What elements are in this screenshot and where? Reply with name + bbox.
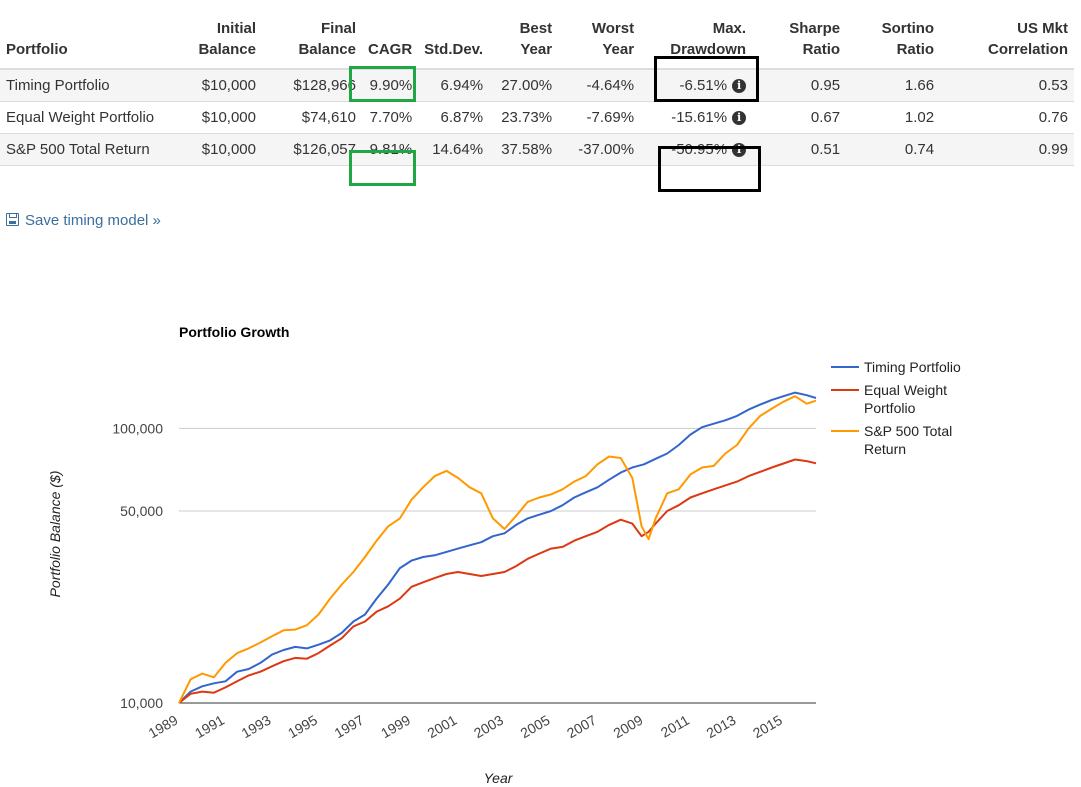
drawdown-value: -6.51% — [679, 77, 728, 94]
cell-final-balance: $74,610 — [262, 101, 362, 134]
x-tick-label: 1991 — [192, 712, 227, 742]
cell-worst-year: -7.69% — [558, 101, 641, 134]
table-header-row: Portfolio Initial Balance Final Balance … — [0, 14, 1074, 70]
x-tick-label: 2005 — [517, 712, 552, 742]
x-tick-label: 1997 — [332, 712, 367, 742]
cell-sortino-ratio: 1.02 — [846, 101, 941, 134]
chart-title: Portfolio Growth — [179, 324, 289, 340]
x-tick-label: 1995 — [285, 712, 320, 742]
y-axis-label: Portfolio Balance ($) — [47, 471, 63, 598]
header-sharpe-ratio[interactable]: Sharpe Ratio — [752, 14, 847, 70]
x-tick-label: 2007 — [564, 712, 599, 742]
header-worst-year[interactable]: Worst Year — [558, 14, 641, 70]
legend-item[interactable]: S&P 500 Total Return — [831, 423, 952, 457]
header-stddev[interactable]: Std.Dev. — [418, 14, 490, 70]
series-line — [178, 458, 817, 704]
header-max-drawdown[interactable]: Max. Drawdown — [640, 14, 753, 70]
info-icon[interactable]: i — [732, 79, 747, 93]
cell-initial-balance: $10,000 — [162, 133, 262, 166]
x-tick-label: 2015 — [750, 712, 785, 742]
header-us-mkt-correlation[interactable]: US Mkt Correlation — [940, 14, 1074, 70]
cell-max-drawdown: -15.61% i — [640, 101, 753, 134]
cell-max-drawdown: -50.95% i — [640, 133, 753, 166]
cell-best-year: 37.58% — [489, 133, 559, 166]
legend-label: S&P 500 Total Return — [864, 423, 952, 457]
x-tick-labels: 1989 1991 1993 1995 1997 1999 2001 2003 2005 2007… — [146, 712, 786, 742]
y-tick-label: 10,000 — [120, 695, 163, 711]
save-link-label: Save timing model » — [25, 212, 161, 229]
header-final-balance[interactable]: Final Balance — [262, 14, 362, 70]
x-tick-label: 2009 — [610, 712, 645, 742]
y-tick-labels: 10,000 50,000 100,000 — [112, 420, 163, 711]
grid-layer — [179, 427, 816, 704]
cell-sortino-ratio: 0.74 — [846, 133, 941, 166]
cell-sharpe-ratio: 0.95 — [752, 68, 847, 102]
series-layer — [178, 391, 817, 704]
header-cagr[interactable]: CAGR — [362, 14, 419, 70]
cell-max-drawdown: -6.51% i — [640, 68, 753, 102]
cell-initial-balance: $10,000 — [162, 68, 262, 102]
x-tick-label: 1993 — [239, 712, 274, 742]
portfolio-growth-chart: Portfolio Growth 10,000 50,000 100,000 198… — [47, 324, 961, 786]
chart-legend: Timing Portfolio Equal Weight Portfolio S&P… — [831, 359, 961, 457]
cell-worst-year: -4.64% — [558, 68, 641, 102]
drawdown-value: -15.61% — [671, 109, 728, 126]
legend-label: Equal Weight Portfolio — [864, 382, 947, 416]
cell-initial-balance: $10,000 — [162, 101, 262, 134]
series-line — [178, 391, 817, 704]
x-tick-label: 2003 — [471, 712, 506, 742]
cell-portfolio: S&P 500 Total Return — [0, 133, 162, 166]
cell-final-balance: $128,966 — [262, 68, 362, 102]
disk-icon — [6, 213, 19, 226]
header-sortino-ratio[interactable]: Sortino Ratio — [846, 14, 941, 70]
cell-stddev: 6.87% — [418, 101, 490, 134]
cell-us-mkt-correlation: 0.53 — [940, 68, 1074, 102]
cell-cagr: 9.81% — [362, 133, 419, 166]
cell-best-year: 27.00% — [489, 68, 559, 102]
cell-sharpe-ratio: 0.67 — [752, 101, 847, 134]
cell-final-balance: $126,057 — [262, 133, 362, 166]
cell-cagr: 7.70% — [362, 101, 419, 134]
x-axis-label: Year — [484, 770, 514, 786]
table-row: Equal Weight Portfolio $10,000 $74,610 7… — [0, 101, 1074, 134]
cell-stddev: 6.94% — [418, 68, 490, 102]
cell-us-mkt-correlation: 0.76 — [940, 101, 1074, 134]
cell-us-mkt-correlation: 0.99 — [940, 133, 1074, 166]
y-tick-label: 50,000 — [120, 503, 163, 519]
save-timing-model-link[interactable]: Save timing model » — [6, 212, 161, 229]
x-tick-label: 2001 — [424, 712, 459, 742]
y-tick-label: 100,000 — [112, 420, 163, 436]
legend-label: Timing Portfolio — [864, 359, 961, 375]
table-row: S&P 500 Total Return $10,000 $126,057 9.… — [0, 133, 1074, 166]
header-best-year[interactable]: Best Year — [489, 14, 559, 70]
legend-item[interactable]: Equal Weight Portfolio — [831, 382, 947, 416]
cell-best-year: 23.73% — [489, 101, 559, 134]
x-tick-label: 1989 — [146, 712, 181, 742]
drawdown-value: -50.95% — [671, 141, 728, 158]
x-tick-label: 2013 — [703, 712, 738, 742]
cell-stddev: 14.64% — [418, 133, 490, 166]
header-portfolio[interactable]: Portfolio — [0, 14, 162, 70]
header-initial-balance[interactable]: Initial Balance — [162, 14, 262, 70]
cell-sharpe-ratio: 0.51 — [752, 133, 847, 166]
x-tick-label: 1999 — [378, 712, 413, 742]
cell-portfolio: Equal Weight Portfolio — [0, 101, 162, 134]
cell-sortino-ratio: 1.66 — [846, 68, 941, 102]
info-icon[interactable]: i — [732, 111, 747, 125]
x-tick-label: 2011 — [658, 712, 692, 741]
info-icon[interactable]: i — [732, 143, 747, 157]
series-line — [178, 395, 817, 704]
performance-table: Portfolio Initial Balance Final Balance … — [0, 14, 1074, 166]
cell-worst-year: -37.00% — [558, 133, 641, 166]
table-row: Timing Portfolio $10,000 $128,966 9.90% … — [0, 68, 1074, 102]
legend-item[interactable]: Timing Portfolio — [831, 359, 961, 375]
cell-portfolio: Timing Portfolio — [0, 68, 162, 102]
cell-cagr: 9.90% — [362, 68, 419, 102]
